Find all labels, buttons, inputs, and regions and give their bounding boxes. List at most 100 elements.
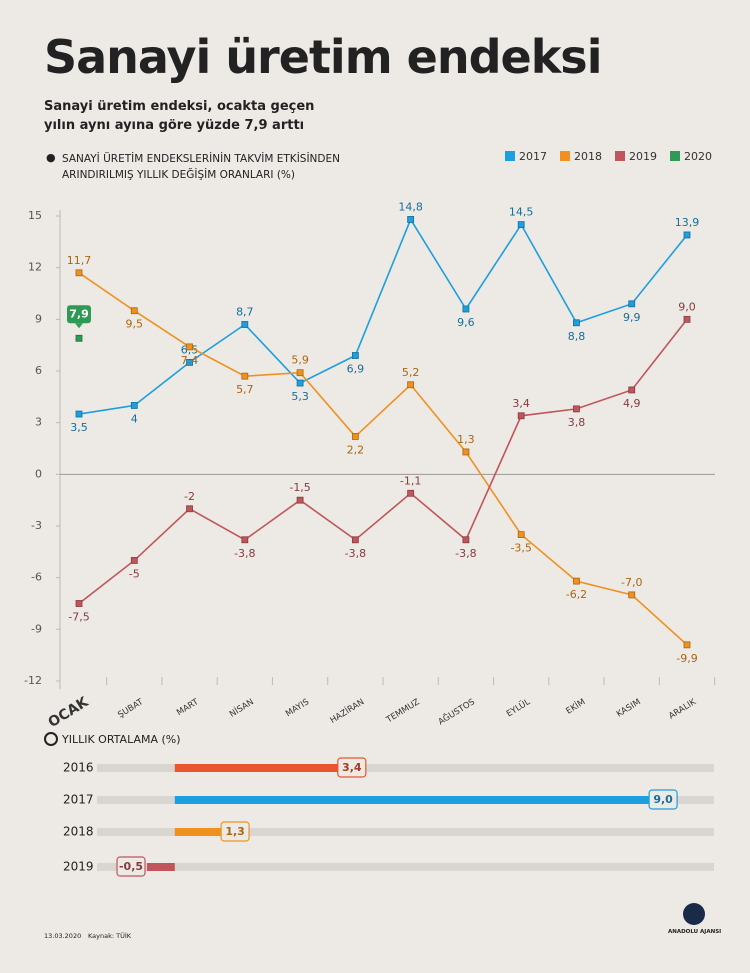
data-label: 3,4: [512, 397, 530, 410]
x-tick-label: EYLÜL: [504, 696, 532, 719]
data-label: 9,0: [653, 793, 673, 806]
line-chart-title: SANAYİ ÜRETİM ENDEKSLERİNİN TAKVİM ETKİS…: [62, 153, 340, 181]
legend-swatch: [560, 151, 570, 161]
x-tick-label: OCAK: [46, 694, 93, 731]
point-marker: [628, 591, 636, 599]
data-label: 3,8: [568, 416, 586, 429]
point-marker: [517, 221, 525, 229]
category-label: 2019: [63, 860, 94, 874]
data-label: 5,7: [236, 383, 254, 396]
label-pointer: [75, 323, 83, 329]
data-label: -3,8: [234, 547, 255, 560]
data-label: 7,9: [69, 307, 89, 320]
bar-track: [97, 764, 714, 772]
point-marker: [75, 600, 83, 607]
data-label: 4: [131, 412, 138, 425]
point-marker: [296, 369, 304, 377]
data-label: 5,9: [291, 354, 309, 367]
label-box: [648, 789, 678, 810]
source: Kaynak: TÜİK: [88, 932, 132, 940]
legend-label: 2017: [519, 150, 547, 163]
data-label: 6,9: [347, 363, 365, 376]
category-label: 2016: [63, 761, 94, 775]
data-label: -3,8: [345, 547, 366, 560]
data-label: -1,1: [400, 474, 421, 487]
bullet: ●: [46, 151, 56, 164]
x-tick-label: AĞUSTOS: [436, 695, 477, 727]
data-label: -5: [129, 567, 140, 580]
x-tick-label: MART: [175, 697, 201, 718]
data-label: 14,5: [509, 206, 534, 219]
point-marker: [130, 307, 138, 315]
data-label: 7,4: [181, 354, 199, 367]
bar-track: [97, 828, 714, 836]
point-marker: [517, 531, 525, 539]
logo: ANADOLU AJANSI: [668, 929, 722, 935]
x-tick-label: KASIM: [615, 697, 643, 720]
point-marker: [407, 381, 415, 389]
data-label: -6,2: [566, 588, 587, 601]
point-marker: [130, 557, 138, 564]
point-marker: [186, 505, 193, 513]
label-box: [116, 856, 146, 877]
point-marker: [296, 496, 304, 504]
bar: [147, 863, 175, 871]
data-label: 2,2: [347, 443, 365, 456]
point-marker: [241, 321, 249, 328]
bar: [174, 764, 364, 772]
bullet: [44, 732, 58, 746]
legend-swatch: [670, 151, 680, 161]
point-marker: [683, 641, 691, 649]
date: 13.03.2020: [44, 932, 82, 940]
data-label: 9,5: [126, 318, 144, 331]
point-marker: [462, 536, 470, 544]
data-label: 9,9: [623, 311, 641, 324]
y-tick-label: 0: [35, 467, 42, 480]
data-label: 5,3: [291, 390, 309, 403]
category-label: 2017: [63, 793, 94, 807]
point-marker: [573, 319, 580, 327]
x-tick-label: ARALIK: [667, 697, 698, 722]
point-marker: [683, 315, 691, 323]
x-tick-label: ŞUBAT: [116, 697, 146, 721]
point-marker: [241, 536, 249, 544]
y-tick-label: 9: [35, 312, 42, 325]
legend-label: 2018: [574, 150, 602, 163]
x-tick-label: HAZİRAN: [328, 696, 366, 726]
y-tick-label: -9: [31, 622, 42, 635]
data-label: -3,8: [455, 547, 476, 560]
category-label: 2018: [63, 825, 94, 839]
y-tick-label: -3: [31, 519, 42, 532]
legend-label: 2019: [629, 150, 657, 163]
point-marker: [75, 269, 83, 277]
y-tick-label: -12: [24, 674, 42, 687]
data-label: -3,5: [510, 542, 531, 555]
point-marker: [683, 231, 691, 239]
data-label: 9,6: [457, 316, 475, 329]
point-marker: [407, 489, 415, 497]
point-marker: [75, 334, 83, 342]
point-marker: [462, 305, 470, 313]
data-label: -9,9: [676, 652, 697, 665]
series-line: [78, 318, 688, 605]
data-label: 8,7: [236, 306, 254, 319]
data-label: -0,5: [119, 860, 143, 873]
bar-chart-title: YILLIK ORTALAMA (%): [62, 733, 181, 746]
point-marker: [351, 536, 359, 544]
data-label: 9,0: [678, 300, 696, 313]
x-tick-label: NİSAN: [227, 696, 255, 719]
point-marker: [462, 448, 470, 456]
label-box: [67, 305, 91, 324]
point-marker: [573, 405, 580, 413]
y-tick-label: 15: [28, 209, 42, 222]
legend-swatch: [505, 151, 515, 161]
data-label: 3,4: [342, 761, 362, 774]
page-title: Sanayi üretim endeksi: [44, 30, 602, 84]
data-label: -1,5: [289, 481, 310, 494]
point-marker: [296, 379, 304, 387]
data-label: 1,3: [225, 825, 245, 838]
series-line: [78, 272, 688, 646]
bar: [174, 796, 676, 804]
data-label: -7,5: [68, 611, 89, 624]
